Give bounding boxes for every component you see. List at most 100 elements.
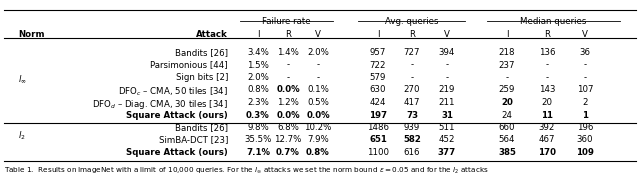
Text: 143: 143 bbox=[539, 85, 556, 94]
Text: R: R bbox=[544, 30, 550, 39]
Text: 11: 11 bbox=[541, 110, 553, 119]
Text: Avg. queries: Avg. queries bbox=[385, 17, 438, 26]
Text: -: - bbox=[445, 73, 449, 82]
Text: 957: 957 bbox=[370, 48, 386, 57]
Text: 24: 24 bbox=[502, 110, 513, 119]
Text: $l_\infty$: $l_\infty$ bbox=[18, 73, 27, 85]
Text: I: I bbox=[377, 30, 380, 39]
Text: Bandits [26]: Bandits [26] bbox=[175, 123, 228, 132]
Text: 259: 259 bbox=[499, 85, 515, 94]
Text: 0.3%: 0.3% bbox=[246, 110, 270, 119]
Text: 651: 651 bbox=[369, 136, 387, 144]
Text: Median queries: Median queries bbox=[520, 17, 587, 26]
Text: 1: 1 bbox=[582, 110, 588, 119]
Text: -: - bbox=[445, 60, 449, 70]
Text: 2.3%: 2.3% bbox=[247, 98, 269, 107]
Text: 467: 467 bbox=[539, 136, 556, 144]
Text: 20: 20 bbox=[501, 98, 513, 107]
Text: 237: 237 bbox=[499, 60, 515, 70]
Text: 722: 722 bbox=[370, 60, 387, 70]
Text: -: - bbox=[287, 73, 289, 82]
Text: 20: 20 bbox=[541, 98, 552, 107]
Text: DFO$_d$ – Diag. CMA, 30 tiles [34]: DFO$_d$ – Diag. CMA, 30 tiles [34] bbox=[92, 98, 228, 111]
Text: -: - bbox=[545, 60, 548, 70]
Text: SimBA-DCT [23]: SimBA-DCT [23] bbox=[159, 136, 228, 144]
Text: 1100: 1100 bbox=[367, 148, 389, 157]
Text: 2.0%: 2.0% bbox=[307, 48, 329, 57]
Text: 630: 630 bbox=[370, 85, 387, 94]
Text: 417: 417 bbox=[404, 98, 420, 107]
Text: 73: 73 bbox=[406, 110, 418, 119]
Text: 107: 107 bbox=[577, 85, 593, 94]
Text: 0.1%: 0.1% bbox=[307, 85, 329, 94]
Text: 394: 394 bbox=[439, 48, 455, 57]
Text: Norm: Norm bbox=[18, 30, 45, 39]
Text: Square Attack (ours): Square Attack (ours) bbox=[126, 148, 228, 157]
Text: 0.8%: 0.8% bbox=[306, 148, 330, 157]
Text: 0.0%: 0.0% bbox=[276, 85, 300, 94]
Text: 9.8%: 9.8% bbox=[247, 123, 269, 132]
Text: 35.5%: 35.5% bbox=[244, 136, 272, 144]
Text: Attack: Attack bbox=[196, 30, 228, 39]
Text: -: - bbox=[287, 60, 289, 70]
Text: 1486: 1486 bbox=[367, 123, 389, 132]
Text: 2: 2 bbox=[582, 98, 588, 107]
Text: 197: 197 bbox=[369, 110, 387, 119]
Text: 219: 219 bbox=[439, 85, 455, 94]
Text: -: - bbox=[584, 73, 587, 82]
Text: 36: 36 bbox=[579, 48, 591, 57]
Text: 3.4%: 3.4% bbox=[247, 48, 269, 57]
Text: Parsimonious [44]: Parsimonious [44] bbox=[150, 60, 228, 70]
Text: 377: 377 bbox=[438, 148, 456, 157]
Text: 727: 727 bbox=[404, 48, 420, 57]
Text: 579: 579 bbox=[370, 73, 386, 82]
Text: 12.7%: 12.7% bbox=[275, 136, 301, 144]
Text: 211: 211 bbox=[439, 98, 455, 107]
Text: -: - bbox=[410, 60, 413, 70]
Text: 1.2%: 1.2% bbox=[277, 98, 299, 107]
Text: 660: 660 bbox=[499, 123, 515, 132]
Text: I: I bbox=[257, 30, 259, 39]
Text: 31: 31 bbox=[441, 110, 453, 119]
Text: $l_2$: $l_2$ bbox=[18, 129, 26, 142]
Text: -: - bbox=[506, 73, 509, 82]
Text: 0.5%: 0.5% bbox=[307, 98, 329, 107]
Text: 385: 385 bbox=[498, 148, 516, 157]
Text: Sign bits [2]: Sign bits [2] bbox=[175, 73, 228, 82]
Text: 170: 170 bbox=[538, 148, 556, 157]
Text: -: - bbox=[545, 73, 548, 82]
Text: 136: 136 bbox=[539, 48, 556, 57]
Text: 939: 939 bbox=[404, 123, 420, 132]
Text: Table 1.  Results on ImageNet with a limit of 10,000 queries. For the $l_\infty$: Table 1. Results on ImageNet with a limi… bbox=[4, 165, 488, 176]
Text: 511: 511 bbox=[439, 123, 455, 132]
Text: 564: 564 bbox=[499, 136, 515, 144]
Text: 10.2%: 10.2% bbox=[304, 123, 332, 132]
Text: V: V bbox=[582, 30, 588, 39]
Text: 6.8%: 6.8% bbox=[277, 123, 299, 132]
Text: R: R bbox=[285, 30, 291, 39]
Text: 0.0%: 0.0% bbox=[276, 110, 300, 119]
Text: Bandits [26]: Bandits [26] bbox=[175, 48, 228, 57]
Text: 7.9%: 7.9% bbox=[307, 136, 329, 144]
Text: 270: 270 bbox=[404, 85, 420, 94]
Text: R: R bbox=[409, 30, 415, 39]
Text: 0.0%: 0.0% bbox=[306, 110, 330, 119]
Text: 582: 582 bbox=[403, 136, 421, 144]
Text: 109: 109 bbox=[576, 148, 594, 157]
Text: V: V bbox=[444, 30, 450, 39]
Text: 7.1%: 7.1% bbox=[246, 148, 270, 157]
Text: 2.0%: 2.0% bbox=[247, 73, 269, 82]
Text: 452: 452 bbox=[439, 136, 455, 144]
Text: 0.8%: 0.8% bbox=[247, 85, 269, 94]
Text: -: - bbox=[316, 73, 319, 82]
Text: 1.5%: 1.5% bbox=[247, 60, 269, 70]
Text: I: I bbox=[506, 30, 508, 39]
Text: DFO$_c$ – CMA, 50 tiles [34]: DFO$_c$ – CMA, 50 tiles [34] bbox=[118, 85, 228, 98]
Text: 196: 196 bbox=[577, 123, 593, 132]
Text: 424: 424 bbox=[370, 98, 387, 107]
Text: 0.7%: 0.7% bbox=[276, 148, 300, 157]
Text: Failure rate: Failure rate bbox=[262, 17, 311, 26]
Text: -: - bbox=[584, 60, 587, 70]
Text: 360: 360 bbox=[577, 136, 593, 144]
Text: Square Attack (ours): Square Attack (ours) bbox=[126, 110, 228, 119]
